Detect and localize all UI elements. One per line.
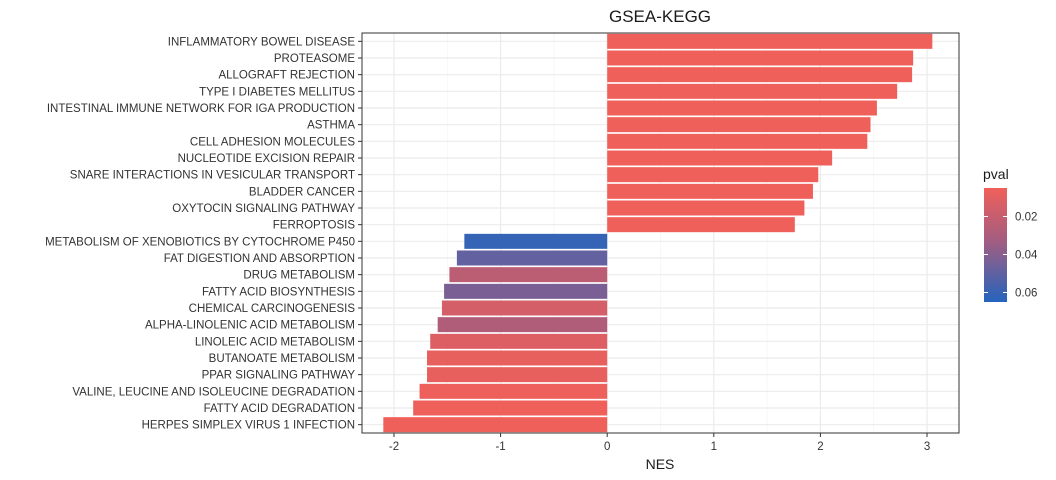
- x-tick-label: -2: [389, 441, 399, 453]
- bar: [464, 233, 608, 249]
- bar: [607, 183, 813, 199]
- bar: [383, 417, 608, 433]
- bar: [607, 150, 833, 166]
- legend-colorbar: [984, 188, 1007, 302]
- bar: [607, 33, 933, 49]
- category-labels: INFLAMMATORY BOWEL DISEASE PROTEASOME ALLO…: [45, 36, 362, 432]
- category-label: METABOLISM OF XENOBIOTICS BY CYTOCHROME …: [45, 236, 355, 248]
- bar: [607, 167, 819, 183]
- bar: [607, 117, 871, 133]
- x-tick-label: 2: [817, 441, 823, 453]
- x-tick-label: 1: [711, 441, 717, 453]
- legend: pval 0.02 0.04 0.06: [983, 166, 1038, 302]
- category-label: BUTANOATE METABOLISM: [209, 353, 355, 365]
- bar: [607, 50, 914, 66]
- category-label: NUCLEOTIDE EXCISION REPAIR: [178, 153, 355, 165]
- category-label: INTESTINAL IMMUNE NETWORK FOR IGA PRODUC…: [47, 103, 355, 115]
- category-label: PROTEASOME: [274, 53, 355, 65]
- legend-tick-label: 0.02: [1015, 212, 1037, 224]
- bar: [607, 67, 913, 83]
- legend-tick-label: 0.06: [1015, 288, 1037, 300]
- category-label: HERPES SIMPLEX VIRUS 1 INFECTION: [142, 420, 355, 432]
- category-label: FAT DIGESTION AND ABSORPTION: [164, 253, 355, 265]
- plot-panel-border: [361, 32, 960, 434]
- bar: [430, 333, 608, 349]
- category-label: DRUG METABOLISM: [243, 270, 355, 282]
- bar: [607, 133, 868, 149]
- bars: [383, 33, 933, 433]
- legend-tick-label: 0.04: [1015, 250, 1038, 262]
- category-label: VALINE, LEUCINE AND ISOLEUCINE DEGRADATI…: [72, 386, 355, 398]
- category-label: TYPE I DIABETES MELLITUS: [199, 86, 355, 98]
- category-label: ASTHMA: [307, 120, 355, 132]
- category-label: FATTY ACID BIOSYNTHESIS: [202, 286, 355, 298]
- category-label: INFLAMMATORY BOWEL DISEASE: [168, 36, 356, 48]
- bar: [413, 400, 608, 416]
- bar: [607, 200, 805, 216]
- category-label: ALPHA-LINOLENIC ACID METABOLISM: [145, 320, 355, 332]
- legend-title: pval: [983, 166, 1009, 182]
- bar: [607, 217, 795, 233]
- category-label: CELL ADHESION MOLECULES: [190, 136, 355, 148]
- category-label: SNARE INTERACTIONS IN VESICULAR TRANSPOR…: [70, 170, 355, 182]
- x-tick-label: 3: [924, 441, 930, 453]
- x-axis-ticks: -2 -1 0 1 2 3: [389, 433, 930, 453]
- bar: [456, 250, 608, 266]
- bar: [419, 383, 608, 399]
- category-label: OXYTOCIN SIGNALING PATHWAY: [172, 203, 355, 215]
- chart-title: GSEA-KEGG: [609, 7, 711, 26]
- bar: [427, 350, 608, 366]
- bar: [437, 317, 608, 333]
- x-axis-title: NES: [646, 456, 675, 472]
- bar: [444, 283, 608, 299]
- bar: [449, 267, 608, 283]
- category-label: FATTY ACID DEGRADATION: [204, 403, 355, 415]
- bar: [427, 367, 608, 383]
- category-label: PPAR SIGNALING PATHWAY: [202, 370, 356, 382]
- bar: [607, 100, 877, 116]
- x-tick-label: 0: [604, 441, 610, 453]
- category-label: LINOLEIC ACID METABOLISM: [195, 336, 355, 348]
- category-label: BLADDER CANCER: [249, 186, 355, 198]
- category-label: ALLOGRAFT REJECTION: [218, 70, 355, 82]
- bar: [607, 83, 898, 99]
- category-label: FERROPTOSIS: [273, 220, 356, 232]
- grid-lines: [362, 33, 959, 433]
- legend-ticks: 0.02 0.04 0.06: [984, 212, 1038, 300]
- x-tick-label: -1: [495, 441, 505, 453]
- bar: [441, 300, 608, 316]
- category-label: CHEMICAL CARCINOGENESIS: [189, 303, 356, 315]
